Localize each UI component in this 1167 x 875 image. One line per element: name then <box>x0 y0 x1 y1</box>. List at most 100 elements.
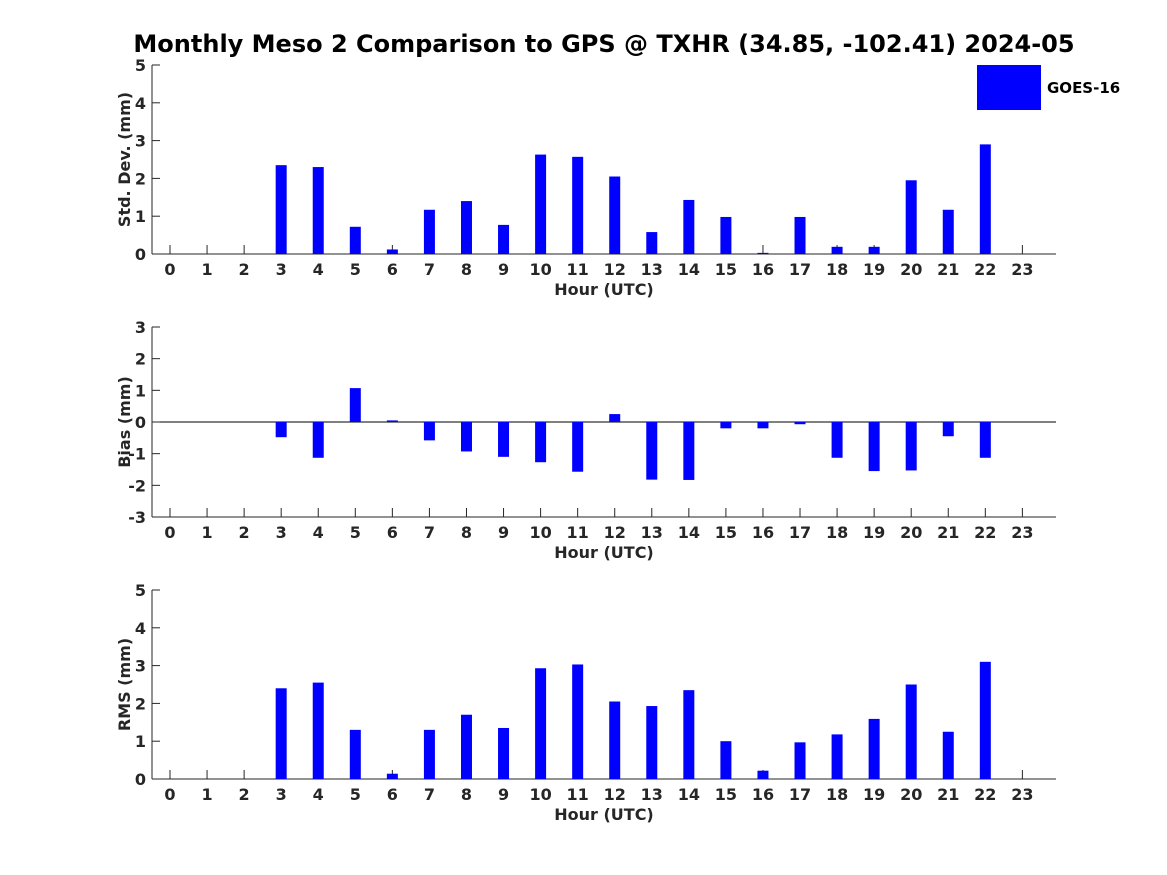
bar-hour-7 <box>423 729 435 779</box>
x-tick-label: 20 <box>900 260 922 279</box>
bar-hour-22 <box>979 144 991 254</box>
x-tick-label: 9 <box>498 785 509 804</box>
x-tick-label: 21 <box>937 260 959 279</box>
x-tick-label: 23 <box>1011 523 1033 542</box>
x-tick-label: 13 <box>641 523 663 542</box>
bar-hour-19 <box>868 422 880 472</box>
bar-hour-14 <box>683 422 695 480</box>
bar-hour-10 <box>535 154 547 254</box>
x-tick-label: 14 <box>678 523 700 542</box>
x-tick-label: 13 <box>641 260 663 279</box>
bar-hour-16 <box>757 770 769 779</box>
x-tick-label: 22 <box>974 260 996 279</box>
y-tick-label: 1 <box>135 381 146 400</box>
y-tick-label: 1 <box>135 207 146 226</box>
x-tick-label: 19 <box>863 260 885 279</box>
x-tick-label: 10 <box>529 785 551 804</box>
bar-hour-8 <box>460 714 472 779</box>
bar-hour-6 <box>386 249 398 254</box>
bar-hour-5 <box>349 388 361 422</box>
x-tick-label: 20 <box>900 785 922 804</box>
x-tick-label: 6 <box>387 260 398 279</box>
y-tick-label: -3 <box>128 508 146 527</box>
x-tick-label: 3 <box>276 785 287 804</box>
x-tick-label: 20 <box>900 523 922 542</box>
x-tick-label: 17 <box>789 785 811 804</box>
x-tick-label: 23 <box>1011 785 1033 804</box>
x-tick-label: 21 <box>937 523 959 542</box>
bar-hour-21 <box>942 731 954 779</box>
legend-swatch <box>977 65 1041 110</box>
bar-hour-10 <box>535 668 547 779</box>
y-tick-label: 3 <box>135 132 146 151</box>
x-tick-label: 22 <box>974 523 996 542</box>
x-tick-label: 18 <box>826 260 848 279</box>
bar-hour-11 <box>572 156 584 254</box>
bar-hour-9 <box>498 224 510 254</box>
bar-hour-12 <box>609 414 621 422</box>
x-tick-label: 18 <box>826 785 848 804</box>
x-tick-label: 11 <box>567 523 589 542</box>
y-tick-label: -2 <box>128 476 146 495</box>
y-tick-label: 5 <box>135 56 146 75</box>
bar-hour-3 <box>275 688 287 779</box>
bar-hour-15 <box>720 216 732 254</box>
bar-hour-20 <box>905 684 917 779</box>
x-tick-label: 17 <box>789 523 811 542</box>
x-tick-label: 12 <box>604 523 626 542</box>
x-tick-label: 16 <box>752 523 774 542</box>
bar-hour-15 <box>720 741 732 779</box>
y-tick-label: 5 <box>135 581 146 600</box>
bar-hour-19 <box>868 718 880 779</box>
y-axis-label: Bias (mm) <box>115 376 134 468</box>
x-axis-label: Hour (UTC) <box>554 280 654 299</box>
bar-hour-11 <box>572 664 584 779</box>
x-tick-label: 0 <box>164 523 175 542</box>
bar-hour-4 <box>312 167 324 254</box>
bar-hour-15 <box>720 422 732 429</box>
x-tick-label: 9 <box>498 523 509 542</box>
legend-label: GOES-16 <box>1047 79 1120 97</box>
x-tick-label: 18 <box>826 523 848 542</box>
bar-hour-8 <box>460 201 472 254</box>
bar-hour-14 <box>683 690 695 779</box>
bar-hour-13 <box>646 706 658 779</box>
y-tick-label: 0 <box>135 245 146 264</box>
x-tick-label: 14 <box>678 260 700 279</box>
y-tick-label: 4 <box>135 619 146 638</box>
x-tick-label: 17 <box>789 260 811 279</box>
x-tick-label: 0 <box>164 260 175 279</box>
bar-hour-13 <box>646 232 658 254</box>
y-axis-label: Std. Dev. (mm) <box>115 92 134 227</box>
bar-hour-11 <box>572 422 584 472</box>
x-tick-label: 2 <box>239 260 250 279</box>
y-tick-label: 4 <box>135 94 146 113</box>
bar-hour-10 <box>535 422 547 463</box>
x-tick-label: 12 <box>604 260 626 279</box>
y-tick-label: 3 <box>135 318 146 337</box>
x-tick-label: 6 <box>387 785 398 804</box>
bar-hour-8 <box>460 422 472 452</box>
bar-hour-22 <box>979 422 991 458</box>
x-tick-label: 4 <box>313 260 324 279</box>
bar-hour-5 <box>349 729 361 779</box>
legend: GOES-16 <box>977 65 1120 110</box>
x-tick-label: 3 <box>276 523 287 542</box>
x-tick-label: 9 <box>498 260 509 279</box>
y-tick-label: 3 <box>135 657 146 676</box>
x-axis-label: Hour (UTC) <box>554 543 654 562</box>
x-tick-label: 3 <box>276 260 287 279</box>
bar-hour-20 <box>905 180 917 254</box>
x-tick-label: 1 <box>201 523 212 542</box>
x-tick-label: 10 <box>529 523 551 542</box>
x-tick-label: 15 <box>715 260 737 279</box>
bar-hour-20 <box>905 422 917 471</box>
bar-hour-6 <box>386 420 398 422</box>
bar-hour-9 <box>498 727 510 779</box>
y-tick-label: 0 <box>135 770 146 789</box>
bar-hour-21 <box>942 422 954 437</box>
bar-hour-17 <box>794 742 806 779</box>
